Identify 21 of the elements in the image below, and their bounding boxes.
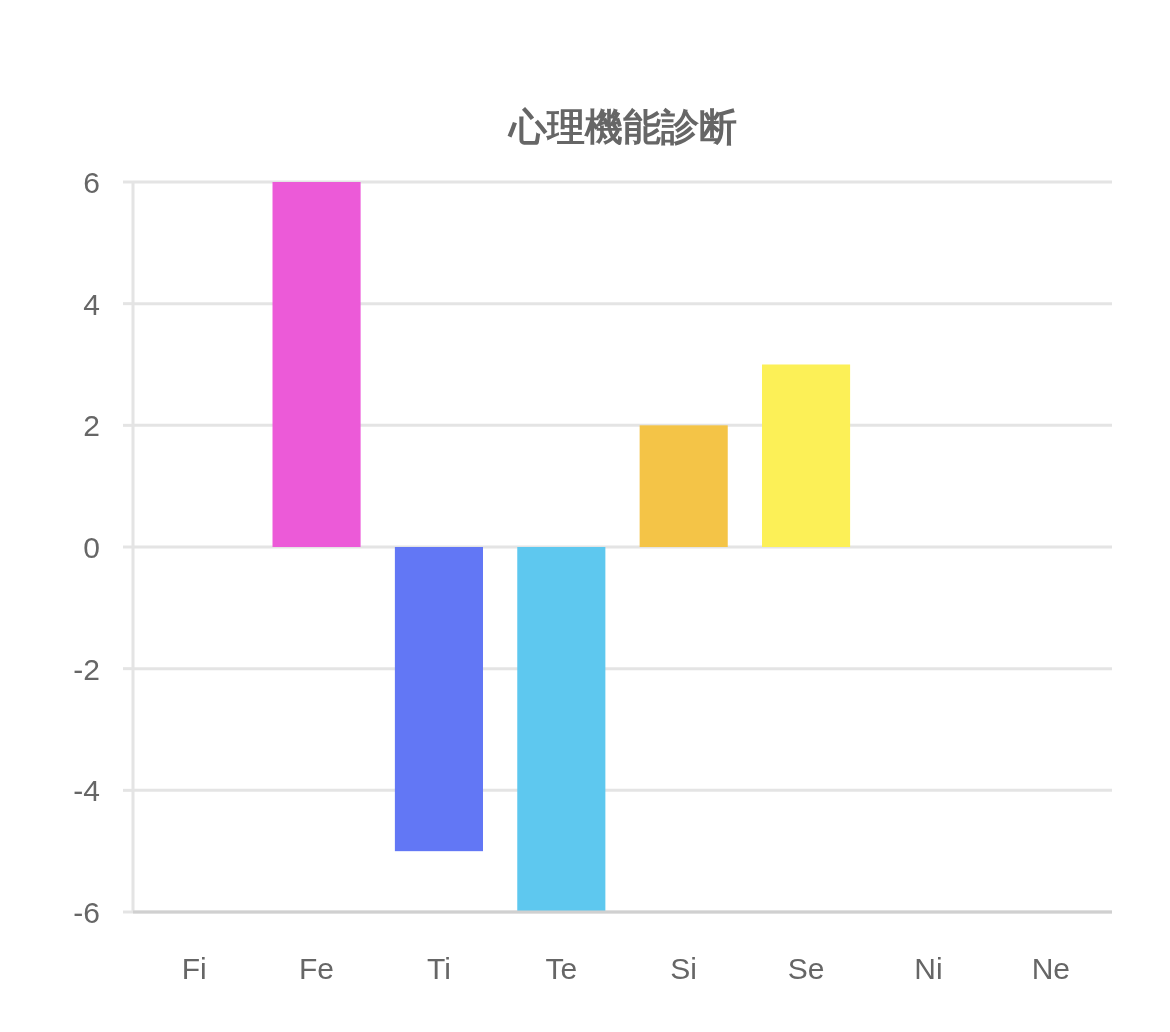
y-tick-label: -6 bbox=[73, 896, 100, 929]
y-tick-label: -4 bbox=[73, 774, 100, 808]
x-tick-label: Ne bbox=[1031, 952, 1070, 985]
x-tick-label: Ti bbox=[426, 952, 451, 985]
bar bbox=[762, 364, 851, 547]
x-tick-label: Fi bbox=[181, 952, 207, 985]
x-tick-label: Te bbox=[545, 952, 578, 985]
y-tick-label: 4 bbox=[83, 287, 100, 321]
x-tick-label: Se bbox=[787, 952, 825, 985]
x-tick-label: Si bbox=[670, 952, 698, 985]
bar bbox=[394, 547, 483, 852]
chart-title: 心理機能診断 bbox=[506, 106, 737, 148]
x-tick-label: Ni bbox=[914, 952, 943, 985]
bar bbox=[517, 547, 606, 912]
y-tick-label: -2 bbox=[73, 652, 100, 686]
y-tick-label: 2 bbox=[83, 409, 100, 443]
y-tick-label: 0 bbox=[83, 531, 100, 564]
bar bbox=[639, 425, 728, 547]
y-tick-label: 6 bbox=[83, 166, 100, 199]
bar bbox=[272, 182, 361, 547]
x-tick-label: Fe bbox=[299, 952, 335, 985]
